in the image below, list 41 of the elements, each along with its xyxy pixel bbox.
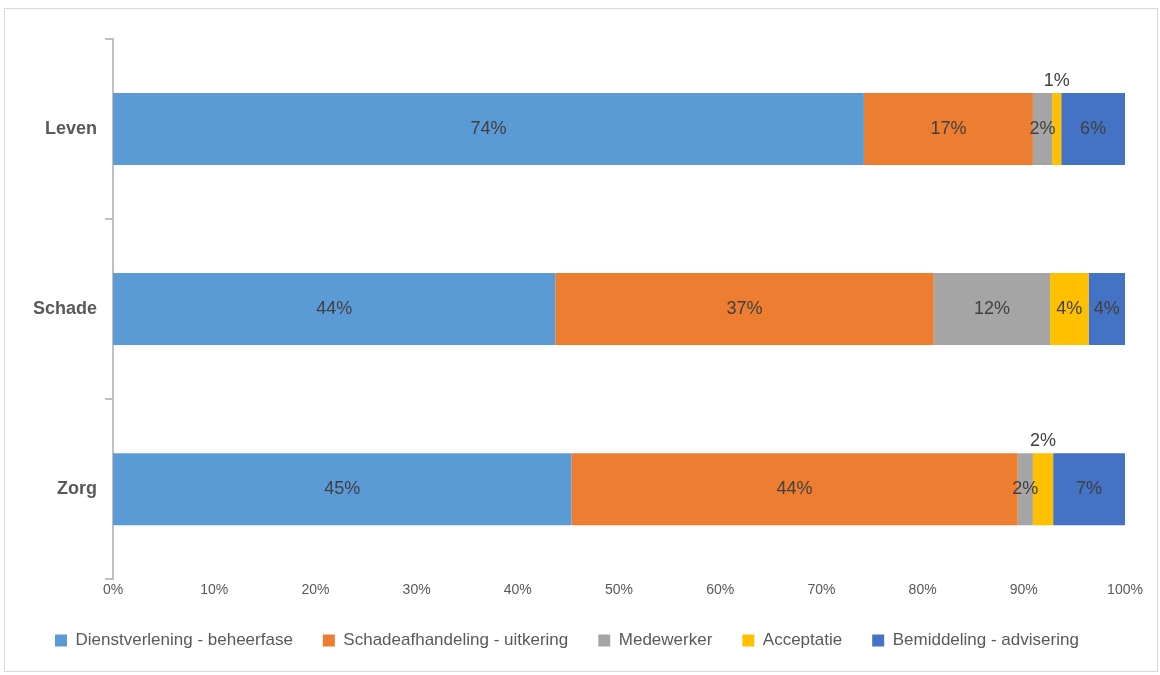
y-tick-label: Schade bbox=[33, 298, 98, 319]
bar bbox=[113, 273, 556, 346]
data-label: 4% bbox=[1093, 298, 1120, 319]
bar bbox=[1053, 453, 1125, 526]
data-label: 6% bbox=[1080, 118, 1107, 138]
x-tick-label: 70% bbox=[807, 581, 836, 598]
data-label: 12% bbox=[973, 298, 1010, 319]
data-label: 37% bbox=[726, 298, 763, 319]
y-tick-label: Zorg bbox=[57, 478, 98, 499]
x-tick-label: 90% bbox=[1009, 581, 1038, 598]
legend-label: Medewerker bbox=[618, 630, 713, 650]
data-label: 44% bbox=[316, 298, 353, 319]
legend-label: Bemiddeling - advisering bbox=[892, 630, 1079, 650]
data-label: 44% bbox=[776, 478, 813, 499]
legend-label: Schadeafhandeling - uitkering bbox=[343, 630, 569, 650]
data-label: 2% bbox=[1030, 430, 1057, 451]
data-label: 45% bbox=[324, 478, 361, 499]
data-label: 74% bbox=[470, 118, 507, 138]
x-tick-label: 100% bbox=[1107, 581, 1143, 598]
legend-label: Acceptatie bbox=[762, 630, 843, 650]
bar bbox=[1061, 93, 1125, 166]
x-tick-label: 80% bbox=[908, 581, 937, 598]
x-tick-label: 40% bbox=[503, 581, 532, 598]
data-label: 4% bbox=[1056, 298, 1083, 319]
x-tick-label: 10% bbox=[200, 581, 229, 598]
y-tick-label: Leven bbox=[45, 118, 98, 138]
bar bbox=[113, 93, 864, 166]
data-label: 7% bbox=[1076, 478, 1103, 499]
bar bbox=[933, 273, 1051, 346]
legend-label: Dienstverlening - beheerfase bbox=[75, 630, 293, 650]
bar bbox=[555, 273, 934, 346]
bar bbox=[1088, 273, 1125, 346]
bar bbox=[1050, 273, 1089, 346]
x-tick-label: 50% bbox=[605, 581, 634, 598]
bar bbox=[113, 453, 572, 526]
x-tick-label: 0% bbox=[102, 581, 124, 598]
x-tick-label: 20% bbox=[301, 581, 330, 598]
data-label: 17% bbox=[930, 118, 967, 138]
data-label: 1% bbox=[1043, 69, 1070, 90]
x-tick-label: 30% bbox=[402, 581, 431, 598]
x-tick-label: 60% bbox=[706, 581, 735, 598]
